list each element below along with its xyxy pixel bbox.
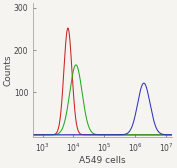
Y-axis label: Counts: Counts	[4, 54, 12, 86]
X-axis label: A549 cells: A549 cells	[79, 156, 126, 164]
